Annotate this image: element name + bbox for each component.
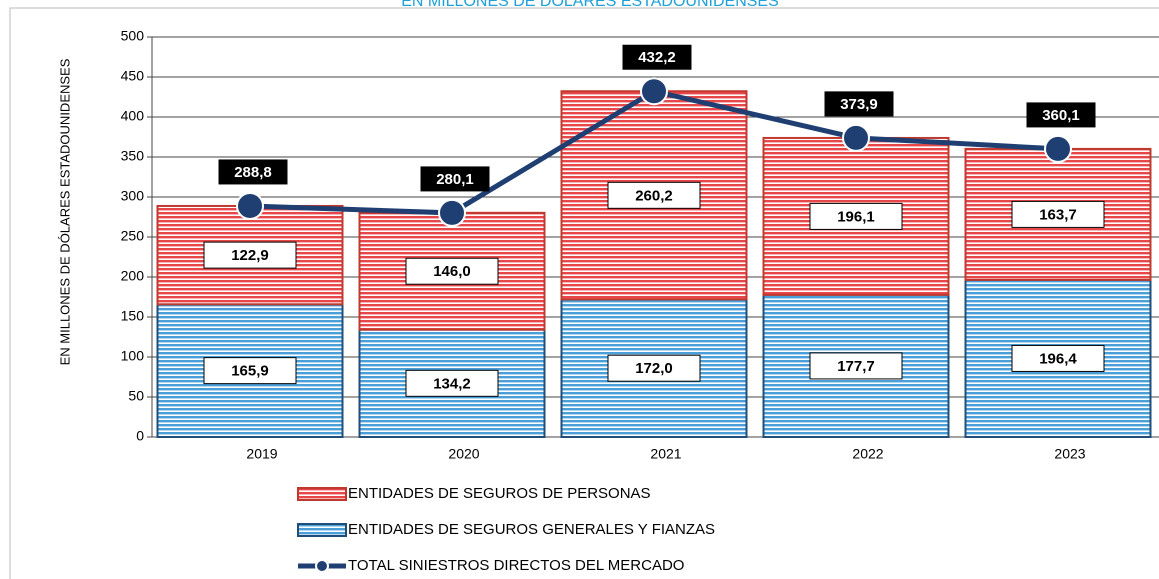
data-label-box — [824, 91, 894, 117]
y-tick-label: 0 — [136, 428, 144, 444]
data-label: 177,7 — [837, 358, 875, 375]
line-marker — [842, 123, 870, 152]
y-axis-label: EN MILLONES DE DÓLARES ESTADOUNIDENSES — [57, 58, 72, 365]
data-label: 172,0 — [635, 360, 673, 377]
data-label-box — [809, 202, 903, 230]
data-label-box — [203, 241, 297, 269]
bar-segment — [560, 298, 748, 438]
line-marker — [236, 191, 264, 220]
y-tick-label: 450 — [121, 68, 145, 84]
data-label-box — [1026, 102, 1096, 128]
data-label: 260,2 — [635, 187, 673, 204]
data-label: 432,2 — [638, 49, 676, 66]
data-label: 196,4 — [1039, 350, 1077, 367]
chart-subtitle: EN MILLONES DE DÓLARES ESTADOUNIDENSES — [401, 0, 779, 10]
data-label-box — [405, 257, 499, 285]
x-tick-label: 2019 — [246, 446, 277, 462]
data-label: 146,0 — [433, 263, 471, 280]
data-label: 280,1 — [436, 171, 474, 188]
data-label-box — [203, 357, 297, 385]
data-label-box — [1011, 200, 1105, 228]
legend-label: TOTAL SINIESTROS DIRECTOS DEL MERCADO — [348, 557, 684, 574]
y-tick-label: 400 — [121, 108, 145, 124]
y-tick-label: 250 — [121, 228, 145, 244]
y-tick-label: 200 — [121, 268, 145, 284]
data-label: 134,2 — [433, 375, 471, 392]
data-label: 163,7 — [1039, 206, 1077, 223]
legend-swatch — [297, 523, 347, 537]
x-tick-label: 2021 — [650, 446, 681, 462]
data-label: 288,8 — [234, 164, 272, 181]
data-label: 165,9 — [231, 363, 269, 380]
data-label-box — [622, 44, 692, 70]
data-label-box — [809, 352, 903, 380]
y-tick-label: 350 — [121, 148, 145, 164]
data-label-box — [405, 369, 499, 397]
legend-label: ENTIDADES DE SEGUROS GENERALES Y FIANZAS — [348, 521, 715, 538]
x-tick-label: 2023 — [1054, 446, 1085, 462]
legend-label: ENTIDADES DE SEGUROS DE PERSONAS — [348, 485, 651, 502]
data-label-box — [607, 181, 701, 209]
data-label: 373,9 — [840, 96, 878, 113]
data-label-box — [218, 159, 288, 185]
line-marker — [640, 77, 668, 106]
legend-swatch — [297, 487, 347, 501]
legend-marker — [315, 559, 329, 573]
data-label-box — [420, 166, 490, 192]
line-marker — [1044, 134, 1072, 163]
y-tick-label: 50 — [128, 388, 144, 404]
data-label: 122,9 — [231, 247, 269, 264]
y-tick-label: 100 — [121, 348, 145, 364]
data-label: 360,1 — [1042, 107, 1080, 124]
data-label: 196,1 — [837, 208, 875, 225]
data-label-box — [1011, 344, 1105, 372]
y-tick-label: 500 — [121, 28, 145, 44]
x-tick-label: 2020 — [448, 446, 479, 462]
frame — [9, 7, 1159, 579]
data-label-box — [607, 354, 701, 382]
line-marker — [438, 198, 466, 227]
x-tick-label: 2022 — [852, 446, 883, 462]
y-tick-label: 300 — [121, 188, 145, 204]
y-tick-label: 150 — [121, 308, 145, 324]
